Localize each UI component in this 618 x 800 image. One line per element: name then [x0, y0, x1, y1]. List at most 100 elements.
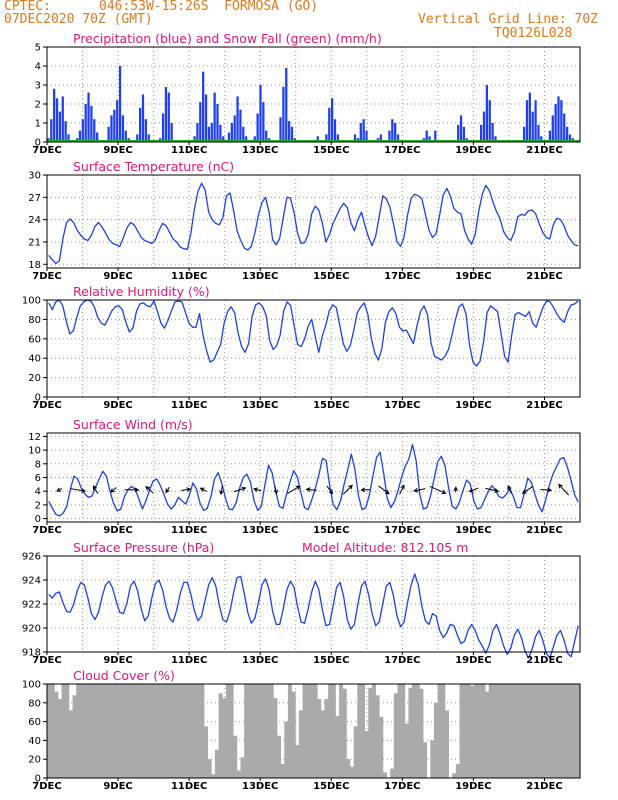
precip-bar [353, 134, 357, 142]
cloud-bar [61, 684, 66, 778]
cloud-bar [569, 684, 574, 778]
cloud-bar [331, 684, 336, 778]
wind-arrow-head [441, 489, 447, 495]
series-line [48, 573, 579, 659]
y-tick-label: 8 [35, 459, 41, 470]
cloud-bar [317, 699, 322, 778]
precip-bar [434, 130, 437, 142]
wind-arrow [326, 485, 333, 494]
precip-bar [557, 96, 560, 142]
cloud-bar [371, 684, 376, 778]
cloud-bar [401, 684, 406, 778]
wind-arrow-head [199, 487, 205, 492]
panel-title: Surface Pressure (hPa) [73, 540, 214, 555]
cloud-bar [222, 698, 227, 778]
cloud-bar [284, 721, 289, 778]
cloud-bar [510, 684, 515, 778]
precip-bar [537, 124, 540, 142]
y-tick-label: 920 [22, 624, 41, 635]
panel-frame-top [46, 174, 581, 269]
cloud-bar [76, 684, 81, 778]
precip-bar [359, 123, 362, 142]
wind-arrow [253, 488, 262, 492]
cloud-bar [455, 763, 460, 778]
wind-arrow [233, 487, 246, 493]
wind-arrow [274, 486, 278, 494]
precip-bar [285, 67, 288, 142]
wind-arrow-head [305, 487, 311, 492]
wind-arrow-head [273, 489, 279, 495]
wind-arrow-head [56, 487, 62, 492]
precip-bar [565, 126, 569, 142]
cloud-bar [306, 684, 311, 778]
precip-bar [551, 115, 554, 142]
cloud-bar [214, 749, 219, 778]
panel-5 [43, 555, 581, 659]
x-tick-label: 9DEC [103, 271, 132, 282]
precip-bar [531, 111, 534, 142]
y-tick-label: 3 [35, 81, 41, 92]
cloud-bar [255, 684, 260, 778]
cloud-bar [430, 740, 435, 778]
y-tick-label: 20 [28, 373, 41, 384]
precip-bar [428, 136, 431, 142]
cloud-bar [109, 684, 114, 778]
cloud-bar [57, 699, 63, 778]
wind-arrow [399, 485, 405, 495]
precip-bar [222, 136, 225, 142]
precip-bar [540, 136, 543, 142]
cloud-bar [466, 684, 471, 778]
precip-bar [325, 134, 328, 142]
cloud-bar [423, 742, 428, 778]
cloud-bar [298, 710, 303, 778]
wind-arrow [522, 485, 534, 494]
cloud-bar [244, 684, 249, 778]
cloud-bar [207, 759, 212, 778]
cloud-bar [547, 684, 552, 778]
cloud-bar [342, 688, 347, 778]
precip-bar [554, 104, 557, 142]
wind-arrow [287, 485, 301, 494]
y-tick-label: 60 [28, 717, 41, 728]
precip-bar [136, 134, 139, 142]
cloud-bar [87, 684, 92, 778]
cloud-bar [287, 684, 292, 778]
cloud-bar [276, 735, 282, 778]
cloud-bar [193, 684, 198, 778]
precip-bar [239, 109, 242, 142]
cloud-bar [211, 774, 216, 778]
precip-bar [316, 136, 319, 142]
cloud-bar [258, 684, 263, 778]
precip-bar [216, 104, 219, 142]
wind-arrow-head [360, 487, 366, 493]
precip-bar [259, 85, 262, 142]
model-altitude: Model Altitude: 812.105 m [302, 540, 468, 555]
precip-bar [96, 132, 99, 142]
wind-arrow-head [384, 489, 390, 495]
cloud-bar [65, 684, 70, 778]
precip-bar [388, 130, 391, 142]
y-tick-label: 40 [28, 736, 41, 747]
wind-arrow [429, 485, 446, 494]
precip-bar [230, 123, 233, 142]
wind-arrow [540, 488, 552, 491]
cloud-bar [233, 735, 238, 778]
precip-bar [53, 88, 56, 142]
cloud-bar [554, 684, 559, 778]
x-tick-label: 7DEC [32, 400, 61, 411]
precip-bar [391, 119, 394, 142]
cloud-bar [419, 688, 424, 778]
precip-bar [204, 94, 208, 142]
wind-arrow-head [413, 488, 419, 493]
precip-bar [116, 100, 119, 142]
x-tick-label: 17DEC [384, 525, 420, 536]
panel-title: Cloud Cover (%) [73, 668, 175, 683]
wind-arrow-head [110, 488, 115, 493]
cloud-bar [390, 768, 395, 778]
wind-arrow-head [453, 486, 459, 492]
precip-bar [568, 134, 572, 142]
cloud-bar [98, 684, 103, 778]
x-tick-label: 19DEC [455, 271, 491, 282]
cloud-bar [90, 684, 95, 778]
precip-bar [138, 107, 142, 142]
